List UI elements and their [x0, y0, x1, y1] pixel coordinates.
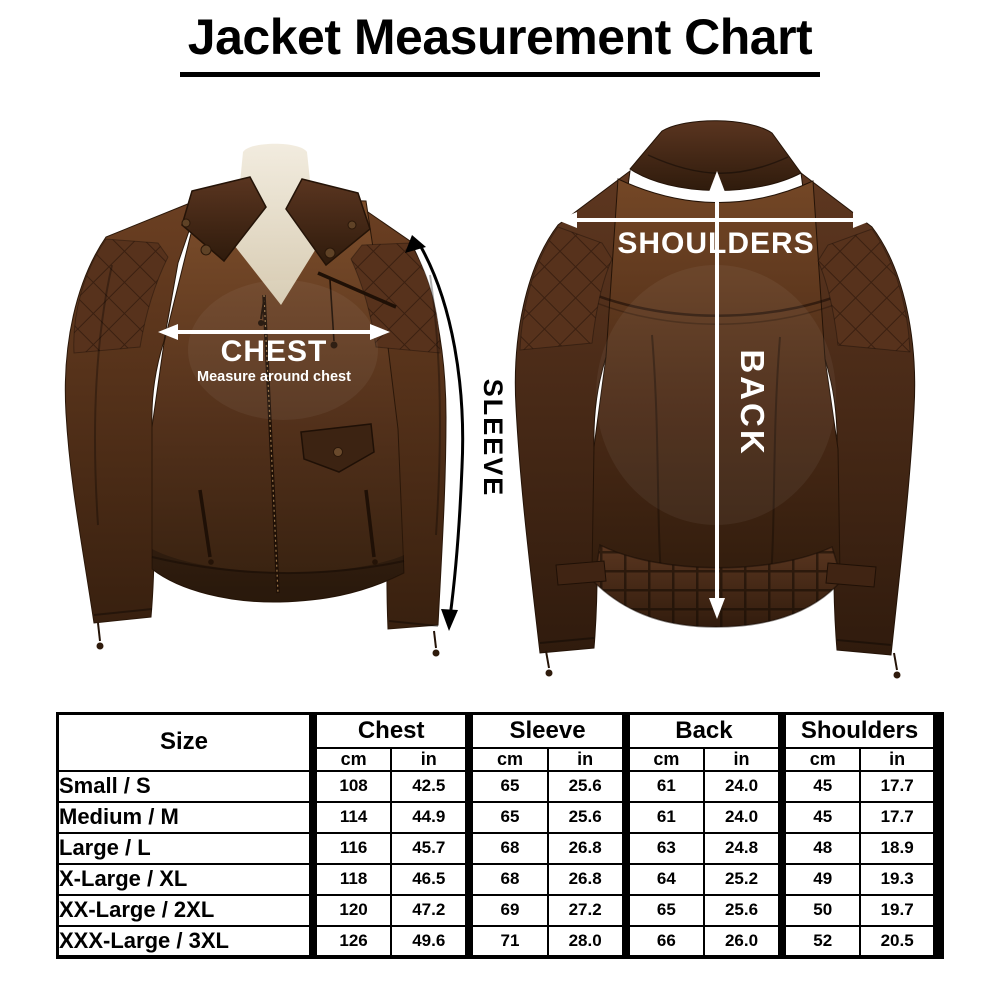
value-cell: 66	[621, 924, 705, 958]
unit-header-chest-cm: cm	[308, 746, 393, 772]
unit-header-sleeve-in: in	[546, 746, 627, 772]
size-cell: Large / L	[56, 831, 314, 865]
table-row-small: Small / S 108 42.5 65 25.6 61 24.0 45 17…	[56, 769, 940, 803]
value-cell: 47.2	[390, 893, 471, 927]
size-cell: X-Large / XL	[56, 862, 314, 896]
value-cell: 118	[308, 862, 393, 896]
value-cell: 27.2	[546, 893, 627, 927]
value-cell: 19.3	[859, 862, 940, 896]
size-cell: XXX-Large / 3XL	[56, 924, 314, 958]
value-cell: 69	[465, 893, 549, 927]
title-block: Jacket Measurement Chart	[0, 10, 1000, 77]
value-cell: 49	[778, 862, 862, 896]
value-cell: 26.0	[702, 924, 784, 958]
value-cell: 61	[621, 800, 705, 834]
value-cell: 65	[465, 769, 549, 803]
unit-header-chest-in: in	[390, 746, 471, 772]
value-cell: 25.2	[702, 862, 784, 896]
table-row-xlarge: X-Large / XL 118 46.5 68 26.8 64 25.2 49…	[56, 862, 940, 896]
value-cell: 26.8	[546, 831, 627, 865]
col-header-size: Size	[56, 712, 314, 772]
value-cell: 49.6	[390, 924, 471, 958]
measurement-table: Size Chest Sleeve Back Shoulders cm in c…	[56, 712, 944, 959]
value-cell: 61	[621, 769, 705, 803]
value-cell: 45	[778, 769, 862, 803]
value-cell: 48	[778, 831, 862, 865]
value-cell: 17.7	[859, 769, 940, 803]
value-cell: 116	[308, 831, 393, 865]
value-cell: 24.0	[702, 769, 784, 803]
sleeve-arrow	[405, 235, 465, 631]
value-cell: 19.7	[859, 893, 940, 927]
value-cell: 44.9	[390, 800, 471, 834]
table-row-xxlarge: XX-Large / 2XL 120 47.2 69 27.2 65 25.6 …	[56, 893, 940, 927]
col-group-shoulders: Shoulders	[778, 712, 940, 749]
unit-header-back-in: in	[702, 746, 784, 772]
value-cell: 28.0	[546, 924, 627, 958]
unit-header-sleeve-cm: cm	[465, 746, 549, 772]
mannequin-neck	[234, 143, 317, 305]
value-cell: 63	[621, 831, 705, 865]
back-label: BACK	[734, 349, 771, 456]
value-cell: 65	[621, 893, 705, 927]
value-cell: 68	[465, 862, 549, 896]
value-cell: 25.6	[546, 800, 627, 834]
table-row-medium: Medium / M 114 44.9 65 25.6 61 24.0 45 1…	[56, 800, 940, 834]
table-row-large: Large / L 116 45.7 68 26.8 63 24.8 48 18…	[56, 831, 940, 865]
value-cell: 24.0	[702, 800, 784, 834]
unit-header-back-cm: cm	[621, 746, 705, 772]
col-group-back: Back	[621, 712, 784, 749]
value-cell: 65	[465, 800, 549, 834]
value-cell: 20.5	[859, 924, 940, 958]
value-cell: 64	[621, 862, 705, 896]
value-cell: 52	[778, 924, 862, 958]
front-jacket-illustration: CHEST Measure around chest SLEEVE	[64, 143, 508, 657]
shoulders-label: SHOULDERS	[617, 227, 814, 260]
value-cell: 68	[465, 831, 549, 865]
value-cell: 42.5	[390, 769, 471, 803]
chest-label: CHEST	[221, 335, 328, 368]
unit-header-shoulders-in: in	[859, 746, 940, 772]
size-cell: Small / S	[56, 769, 314, 803]
col-group-sleeve: Sleeve	[465, 712, 627, 749]
page-title: Jacket Measurement Chart	[179, 10, 821, 77]
value-cell: 24.8	[702, 831, 784, 865]
size-cell: XX-Large / 2XL	[56, 893, 314, 927]
value-cell: 46.5	[390, 862, 471, 896]
shoulders-arrow	[557, 212, 873, 228]
chest-arrow	[158, 324, 390, 340]
value-cell: 18.9	[859, 831, 940, 865]
jackets-canvas: CHEST Measure around chest SLEEVE	[64, 120, 916, 679]
value-cell: 108	[308, 769, 393, 803]
back-arrow	[709, 171, 725, 619]
value-cell: 25.6	[546, 769, 627, 803]
col-group-chest: Chest	[308, 712, 471, 749]
value-cell: 45.7	[390, 831, 471, 865]
table-header-row-groups: Size Chest Sleeve Back Shoulders	[56, 712, 940, 772]
value-cell: 126	[308, 924, 393, 958]
table-row-xxxlarge: XXX-Large / 3XL 126 49.6 71 28.0 66 26.0…	[56, 924, 940, 958]
value-cell: 50	[778, 893, 862, 927]
value-cell: 26.8	[546, 862, 627, 896]
value-cell: 25.6	[702, 893, 784, 927]
value-cell: 120	[308, 893, 393, 927]
size-cell: Medium / M	[56, 800, 314, 834]
jacket-illustrations: CHEST Measure around chest SLEEVE	[0, 95, 1000, 695]
chest-sublabel: Measure around chest	[197, 369, 351, 385]
value-cell: 71	[465, 924, 549, 958]
value-cell: 45	[778, 800, 862, 834]
table-header-row-units: cm in cm in cm in cm in	[58, 746, 940, 772]
unit-header-shoulders-cm: cm	[778, 746, 862, 772]
value-cell: 114	[308, 800, 393, 834]
back-jacket-illustration: SHOULDERS BACK	[514, 120, 916, 679]
value-cell: 17.7	[859, 800, 940, 834]
sleeve-label: SLEEVE	[478, 379, 508, 498]
